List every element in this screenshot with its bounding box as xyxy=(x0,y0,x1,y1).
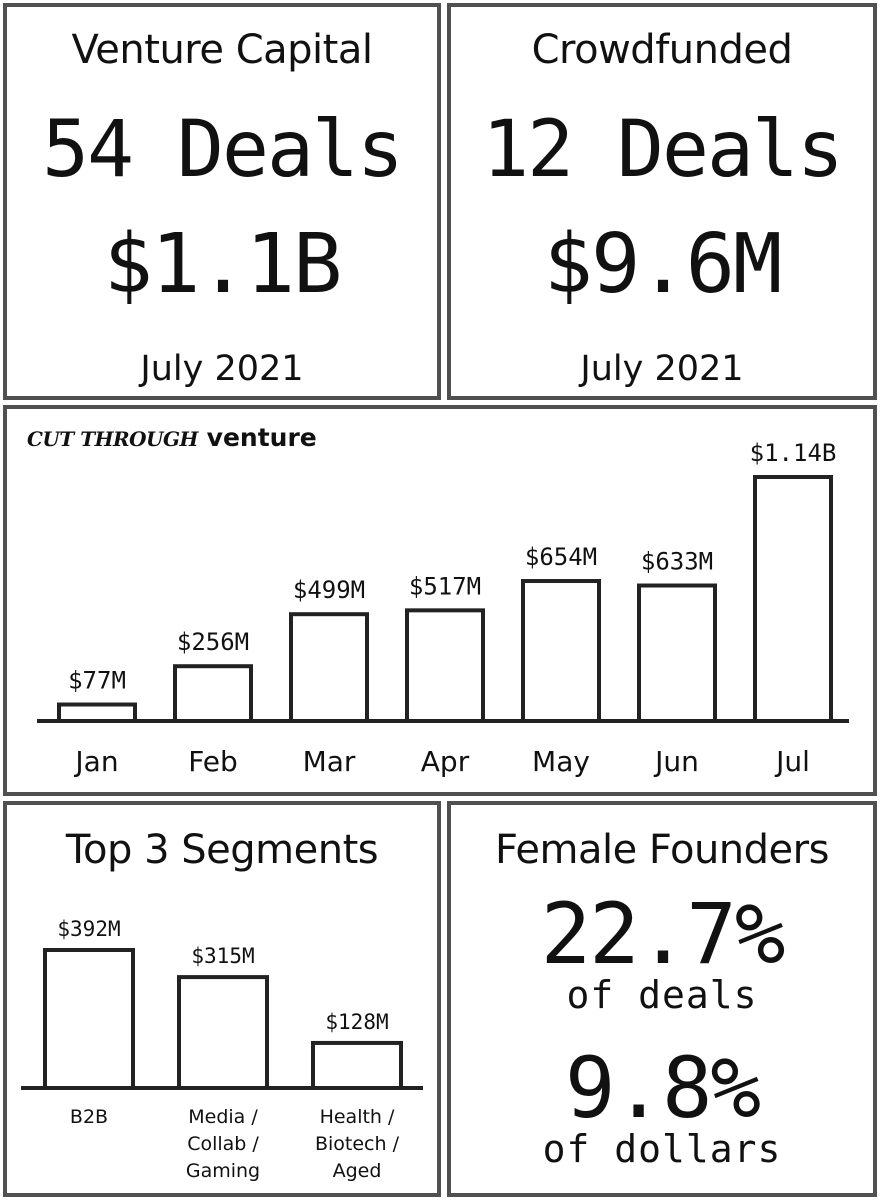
crowdfunded-panel: Crowdfunded 12 Deals $9.6M July 2021 xyxy=(447,3,877,400)
monthly-value-label: $517M xyxy=(409,572,481,600)
vc-title: Venture Capital xyxy=(71,27,373,73)
ff-title: Female Founders xyxy=(495,827,829,873)
segments-bar-1 xyxy=(177,975,269,1091)
monthly-tick-label: Jan xyxy=(73,745,118,778)
segments-tick-label: Biotech / xyxy=(315,1133,400,1155)
segments-tick-label: Health / xyxy=(320,1106,395,1128)
venture-capital-panel: Venture Capital 54 Deals $1.1B July 2021 xyxy=(3,3,441,400)
monthly-bar-feb xyxy=(173,664,253,724)
ff-dollars-pct: 9.8% xyxy=(564,1039,761,1137)
monthly-value-label: $256M xyxy=(177,628,249,656)
monthly-tick-label: Apr xyxy=(421,745,470,778)
segments-value-label: $128M xyxy=(325,1010,388,1034)
cf-deals: 12 Deals xyxy=(482,105,844,195)
monthly-tick-label: May xyxy=(532,745,590,778)
monthly-tick-label: Jun xyxy=(653,745,699,778)
cf-amount: $9.6M xyxy=(543,217,783,312)
chart-title-script: Cut through xyxy=(27,427,198,451)
monthly-bar-chart: $77M Jan $256M Feb $499M Mar $517M Apr $654M May $… xyxy=(37,439,849,778)
monthly-bar-mar xyxy=(289,612,369,723)
monthly-bar-jul xyxy=(753,475,833,723)
chart-title: Cut through venture xyxy=(27,423,317,452)
ff-deals-label: of deals xyxy=(566,973,758,1017)
segments-tick-label: Aged xyxy=(333,1160,382,1182)
cf-title: Crowdfunded xyxy=(531,27,793,73)
vc-deals: 54 Deals xyxy=(42,105,404,195)
monthly-tick-label: Jul xyxy=(774,745,810,778)
monthly-tick-label: Mar xyxy=(303,745,356,778)
segments-panel: Top 3 Segments $392M B2B $315M Media / Colla… xyxy=(3,801,441,1197)
monthly-value-label: $654M xyxy=(525,543,597,571)
segments-value-label: $392M xyxy=(57,917,120,941)
monthly-bar-jun xyxy=(637,583,717,723)
segments-bar-0 xyxy=(43,948,135,1090)
monthly-value-label: $77M xyxy=(68,667,126,695)
monthly-value-label: $633M xyxy=(641,548,713,576)
segments-bar-2 xyxy=(311,1040,403,1091)
female-founders-panel: Female Founders 22.7% of deals 9.8% of d… xyxy=(447,801,877,1197)
segments-tick-label: Gaming xyxy=(186,1160,260,1182)
monthly-bar-jan xyxy=(57,702,137,723)
chart-title-bold: venture xyxy=(206,423,317,452)
segments-tick-label: B2B xyxy=(70,1106,108,1128)
monthly-bar-apr xyxy=(405,608,485,723)
cf-period: July 2021 xyxy=(580,349,744,389)
monthly-bar-may xyxy=(521,579,601,723)
vc-amount: $1.1B xyxy=(103,217,343,312)
vc-period: July 2021 xyxy=(140,349,304,389)
segments-tick-label: Media / xyxy=(188,1106,258,1128)
monthly-value-label: $499M xyxy=(293,576,365,604)
segments-value-label: $315M xyxy=(191,944,254,968)
segments-bar-chart: $392M B2B $315M Media / Collab / Gaming $128M H… xyxy=(21,917,423,1182)
ff-deals-pct: 22.7% xyxy=(540,885,786,983)
ff-dollars-label: of dollars xyxy=(542,1127,782,1171)
monthly-tick-label: Feb xyxy=(188,745,238,778)
monthly-value-label: $1.14B xyxy=(750,439,837,467)
monthly-chart-panel: Cut through venture $77M Jan $256M Feb $499M… xyxy=(3,405,877,796)
segments-title: Top 3 Segments xyxy=(65,827,379,873)
segments-tick-label: Collab / xyxy=(187,1133,259,1155)
